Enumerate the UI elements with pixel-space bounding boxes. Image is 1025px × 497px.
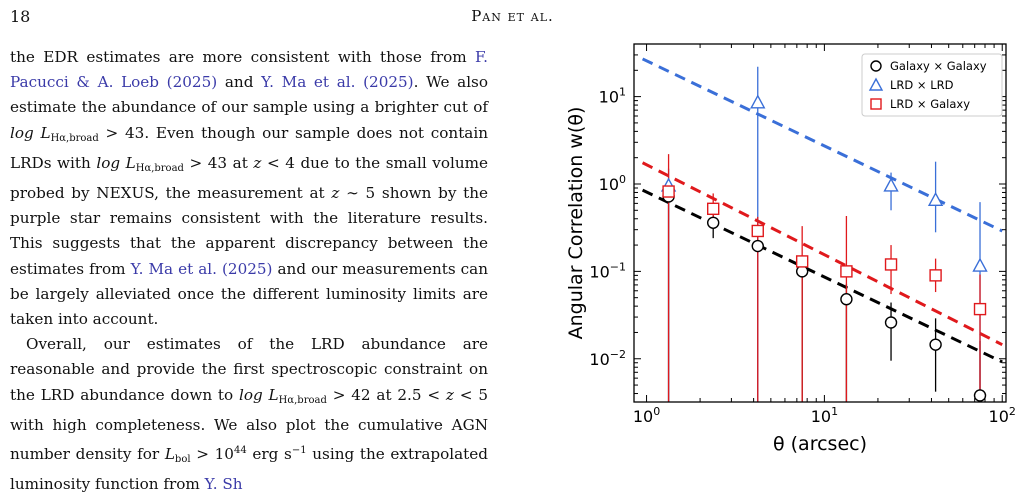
data-point-square — [840, 265, 853, 278]
math-expression: z — [331, 184, 340, 203]
x-tick-label: 101 — [811, 405, 838, 426]
text-run: > 42 at 2.5 < — [326, 385, 446, 404]
citation-link[interactable]: Y. Sh — [204, 475, 243, 494]
math-subscript: Hα,broad — [278, 394, 327, 406]
data-point-square — [662, 185, 675, 198]
y-tick-exponent: 1 — [619, 86, 626, 99]
text-run: the EDR estimates are more consistent wi… — [10, 48, 467, 66]
paragraph-1: the EDR estimates are more consistent wi… — [10, 45, 488, 332]
y-tick-base: 10 — [589, 350, 609, 369]
y-tick-label: 10−1 — [589, 260, 626, 281]
page-number: 18 — [10, 7, 31, 26]
data-point-circle — [929, 338, 942, 351]
data-point-triangle — [927, 191, 944, 207]
paragraph-2: Overall, our estimates of the LRD abunda… — [10, 332, 488, 497]
math-text: log L — [96, 153, 136, 172]
y-tick-base: 10 — [599, 88, 619, 107]
y-tick-base: 10 — [589, 262, 609, 281]
plot-frame — [633, 43, 1007, 403]
text-run: and our measurements can be largely alle… — [10, 259, 488, 329]
text-run: ∼ 5 shown by the purple star remains con… — [10, 184, 489, 278]
math-text: log L — [239, 385, 279, 404]
x-tick-base: 10 — [811, 407, 831, 426]
running-title: Pan et al. — [471, 7, 554, 25]
superscript: 44 — [233, 445, 247, 457]
data-point-triangle — [883, 177, 899, 192]
math-subscript: Hα,broad — [50, 132, 99, 144]
text-run: erg s — [246, 445, 292, 464]
superscript: −1 — [291, 445, 307, 457]
y-axis-label: Angular Correlation w(θ) — [565, 107, 587, 340]
data-point-circle — [840, 293, 853, 306]
text-run: > 43. Even though our sample does not co… — [10, 123, 489, 172]
citation-link[interactable]: Y. Ma et al. (2025) — [261, 73, 414, 92]
data-point-triangle — [750, 94, 766, 109]
x-tick-exponent: 2 — [1009, 405, 1016, 418]
fit-line — [641, 188, 1003, 364]
citation-link[interactable]: F. Pacucci & A. Loeb (2025) — [10, 48, 489, 92]
x-tick-exponent: 1 — [831, 405, 838, 418]
plot-area — [641, 57, 1003, 402]
x-tick-label: 102 — [989, 405, 1016, 426]
legend-marker-triangle — [868, 77, 884, 91]
data-point-circle — [751, 239, 764, 253]
legend-box — [861, 53, 1003, 117]
y-tick-exponent: −2 — [610, 348, 626, 361]
legend-marker-circle — [870, 60, 882, 72]
data-point-square — [884, 258, 898, 271]
y-tick-label: 101 — [599, 86, 626, 107]
citation-link[interactable]: Y. Ma et al. (2025) — [130, 259, 273, 278]
x-tick-base: 10 — [989, 407, 1009, 426]
x-tick-exponent: 0 — [653, 405, 660, 418]
math-subscript: Hα,broad — [135, 162, 184, 174]
math-expression: z — [253, 153, 262, 172]
math-text: log L — [10, 123, 51, 142]
math-expression: z — [445, 385, 454, 404]
x-tick-label: 100 — [633, 405, 660, 426]
fit-line — [641, 57, 1003, 233]
text-run: and — [217, 73, 262, 92]
math-expression: Lbol — [164, 445, 191, 466]
text-run: Overall, our estimates of the LRD abunda… — [10, 335, 488, 404]
x-tick-base: 10 — [633, 407, 653, 426]
body-text-column: the EDR estimates are more consistent wi… — [10, 45, 488, 497]
data-point-square — [706, 202, 720, 216]
legend-label: Galaxy × Galaxy — [890, 59, 987, 73]
text-run: > 43 at — [183, 153, 254, 172]
math-expression: log LHα,broad — [96, 153, 184, 174]
data-point-circle — [706, 216, 720, 229]
math-text: L — [164, 445, 175, 464]
y-tick-label: 10−2 — [589, 348, 626, 369]
text-run: < 4 due to the small volume probed by NE… — [10, 153, 488, 203]
data-point-triangle — [972, 257, 988, 272]
data-point-circle — [973, 389, 987, 402]
text-run: > 10 — [190, 445, 234, 464]
x-axis-label: θ (arcsec) — [773, 433, 867, 455]
text-run: < 5 with high completeness. We also plot… — [10, 385, 488, 464]
y-tick-exponent: −1 — [610, 260, 626, 273]
fit-line — [641, 161, 1003, 346]
y-tick-exponent: 0 — [619, 173, 626, 186]
math-subscript: bol — [174, 454, 191, 466]
math-expression: log LHα,broad — [239, 385, 327, 406]
legend-label: LRD × Galaxy — [890, 97, 970, 111]
data-point-square — [795, 255, 809, 268]
text-run: . We also estimate the abundance of our … — [10, 73, 488, 117]
math-expression: log LHα,broad — [10, 123, 99, 144]
data-point-circle — [884, 316, 898, 329]
legend-label: LRD × LRD — [890, 78, 954, 92]
data-point-square — [751, 224, 764, 238]
y-tick-label: 100 — [599, 173, 626, 194]
data-point-square — [929, 269, 942, 282]
y-tick-base: 10 — [599, 175, 619, 194]
legend-marker-square — [870, 98, 882, 110]
data-point-square — [973, 302, 987, 316]
